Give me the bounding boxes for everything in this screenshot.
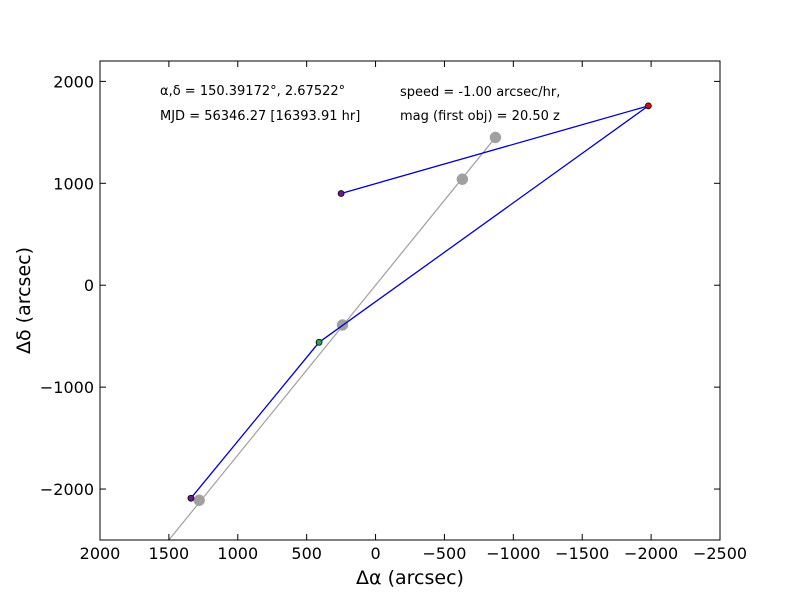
tick-layer: 2000 1500 1000 500 0 −500 −1000 −1500 −2000 −2500…: [40, 61, 747, 563]
x-tick-label: 1500: [149, 544, 190, 563]
y-tick-label: 2000: [53, 72, 94, 91]
detection-point-2: [315, 338, 323, 346]
x-tick-label: −1000: [486, 544, 540, 563]
x-tick-label: 2000: [80, 544, 121, 563]
annotation-mjd: MJD = 56346.27 [16393.91 hr]: [160, 109, 360, 124]
x-tick-label: −500: [422, 544, 466, 563]
y-tick-label: −2000: [40, 480, 94, 499]
annotation-mag: mag (first obj) = 20.50 z: [400, 109, 560, 124]
annotation-radec: α,δ = 150.39172°, 2.67522°: [160, 84, 345, 99]
plot-frame: [99, 60, 721, 541]
detection-point-1: [187, 494, 195, 502]
series-layer: [168, 102, 652, 540]
x-tick-label: 0: [370, 544, 380, 563]
predicted-position-point-3: [456, 173, 469, 185]
x-tick-label: 500: [291, 544, 322, 563]
y-tick-label: 0: [84, 276, 94, 295]
annotation-speed: speed = -1.00 arcsec/hr,: [400, 85, 560, 100]
x-tick-label: −2000: [624, 544, 678, 563]
x-tick-label: 1000: [217, 544, 258, 563]
y-tick-label: −1000: [40, 378, 94, 397]
detection-point-3: [644, 102, 652, 110]
x-tick-label: −1500: [555, 544, 609, 563]
y-tick-label: 1000: [53, 174, 94, 193]
detection-path-line: [190, 105, 649, 499]
predicted-position-point-1: [193, 494, 205, 507]
x-tick-label: −2500: [693, 544, 747, 563]
x-axis-label: Δα (arcsec): [356, 567, 464, 589]
y-axis-label: Δδ (arcsec): [13, 247, 35, 354]
predicted-track-line: [168, 137, 496, 540]
predicted-position-point-4: [489, 131, 502, 144]
detection-point-4: [337, 190, 345, 197]
